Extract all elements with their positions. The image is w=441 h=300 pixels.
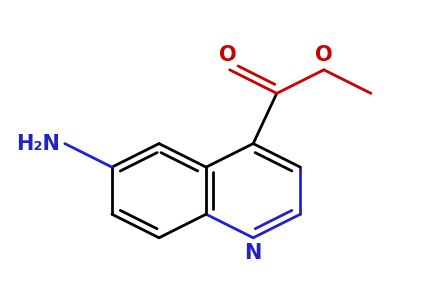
Text: O: O xyxy=(315,45,333,65)
Text: H₂N: H₂N xyxy=(16,134,60,154)
Text: N: N xyxy=(244,243,262,263)
Text: O: O xyxy=(219,45,236,65)
